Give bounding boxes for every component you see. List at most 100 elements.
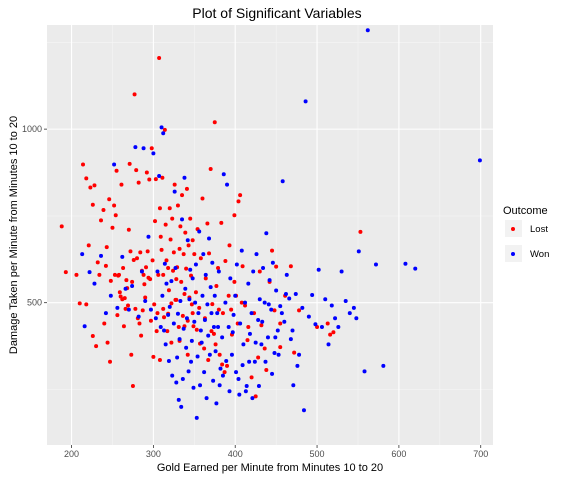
- point-lost: [134, 168, 139, 173]
- point-lost: [163, 222, 168, 227]
- point-won: [326, 342, 331, 347]
- point-won: [208, 285, 213, 290]
- point-lost: [153, 219, 158, 224]
- point-won: [234, 262, 239, 267]
- point-lost: [197, 305, 202, 310]
- point-won: [259, 342, 264, 347]
- point-lost: [84, 302, 89, 307]
- point-won: [175, 311, 180, 316]
- x-tick-label: 600: [391, 449, 406, 459]
- point-won: [347, 311, 352, 316]
- point-lost: [169, 340, 174, 345]
- point-lost: [203, 276, 208, 281]
- point-lost: [84, 176, 89, 181]
- point-lost: [229, 307, 234, 312]
- point-won: [283, 292, 288, 297]
- point-lost: [127, 161, 132, 166]
- point-lost: [226, 293, 231, 298]
- point-lost: [216, 265, 221, 270]
- point-lost: [179, 279, 184, 284]
- point-won: [211, 324, 216, 329]
- point-won: [252, 359, 257, 364]
- point-won: [288, 337, 293, 342]
- point-won: [217, 383, 222, 388]
- point-won: [148, 307, 153, 312]
- x-tick-label: 500: [310, 449, 325, 459]
- point-lost: [194, 327, 199, 332]
- point-lost: [278, 345, 283, 350]
- point-lost: [115, 313, 120, 318]
- point-lost: [190, 311, 195, 316]
- point-won: [295, 363, 300, 368]
- point-lost: [292, 350, 297, 355]
- point-lost: [132, 92, 137, 97]
- point-lost: [105, 340, 110, 345]
- point-won: [274, 288, 279, 293]
- point-lost: [188, 216, 193, 221]
- point-lost: [63, 270, 68, 275]
- legend-key-won-marker: [511, 252, 515, 256]
- point-lost: [144, 265, 149, 270]
- y-tick-label: 1000: [22, 124, 42, 134]
- point-won: [247, 359, 252, 364]
- point-lost: [59, 224, 64, 229]
- point-lost: [191, 324, 196, 329]
- point-won: [211, 378, 216, 383]
- point-won: [201, 252, 206, 257]
- axis-ticks: 200 300 400 500 600 700 500 1000: [22, 124, 488, 459]
- point-lost: [95, 260, 100, 265]
- point-lost: [232, 213, 237, 218]
- point-lost: [249, 375, 254, 380]
- point-won: [244, 383, 249, 388]
- point-lost: [240, 264, 245, 269]
- point-won: [210, 260, 215, 265]
- point-lost: [170, 216, 175, 221]
- point-lost: [86, 243, 91, 248]
- point-lost: [180, 193, 185, 198]
- point-lost: [208, 167, 213, 172]
- x-tick-label: 700: [473, 449, 488, 459]
- point-lost: [143, 295, 148, 300]
- point-lost: [171, 250, 176, 255]
- point-lost: [198, 256, 203, 261]
- point-won: [231, 312, 236, 317]
- point-lost: [202, 346, 207, 351]
- point-won: [196, 311, 201, 316]
- point-lost: [129, 352, 134, 357]
- point-lost: [216, 307, 221, 312]
- point-lost: [210, 302, 215, 307]
- point-lost: [186, 243, 191, 248]
- point-lost: [142, 282, 147, 287]
- point-won: [226, 324, 231, 329]
- point-won: [240, 363, 245, 368]
- point-won: [192, 319, 197, 324]
- point-lost: [214, 284, 219, 289]
- point-lost: [152, 302, 157, 307]
- point-won: [195, 354, 200, 359]
- point-won: [141, 146, 146, 151]
- point-lost: [121, 265, 126, 270]
- point-lost: [99, 218, 104, 223]
- point-lost: [144, 170, 149, 175]
- data-points: [59, 28, 482, 420]
- point-won: [250, 396, 255, 401]
- point-lost: [130, 279, 135, 284]
- point-lost: [107, 197, 112, 202]
- point-lost: [190, 238, 195, 243]
- point-lost: [74, 272, 79, 277]
- point-lost: [112, 272, 117, 277]
- point-lost: [358, 229, 363, 234]
- legend-label-won: Won: [530, 249, 549, 260]
- point-won: [103, 311, 108, 316]
- point-lost: [164, 258, 169, 263]
- point-won: [193, 262, 198, 267]
- point-lost: [147, 177, 152, 182]
- point-lost: [238, 193, 243, 198]
- point-won: [293, 292, 298, 297]
- point-won: [87, 270, 92, 275]
- point-won: [82, 324, 87, 329]
- point-won: [273, 335, 278, 340]
- point-lost: [130, 383, 135, 388]
- point-lost: [161, 306, 166, 311]
- point-lost: [227, 243, 232, 248]
